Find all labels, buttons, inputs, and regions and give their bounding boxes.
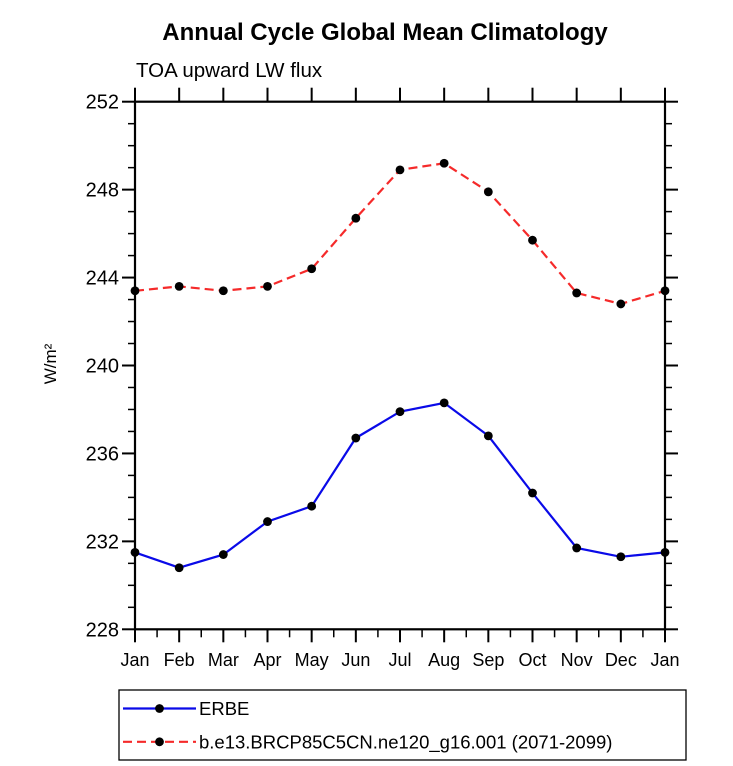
x-tick-label: Feb — [164, 650, 195, 670]
y-tick-label: 244 — [86, 268, 119, 290]
chart-legend: ERBE b.e13.BRCP85C5CN.ne120_g16.001 (2071… — [118, 689, 687, 761]
x-tick-label: Mar — [208, 650, 239, 670]
legend-marker — [155, 704, 164, 713]
x-tick-label: Nov — [561, 650, 593, 670]
x-tick-label: Sep — [472, 650, 504, 670]
data-point — [218, 286, 228, 296]
y-tick-label: 240 — [86, 356, 119, 378]
y-tick-label: 252 — [86, 92, 119, 114]
x-tick-label: Jun — [341, 650, 370, 670]
data-point — [483, 431, 493, 441]
x-tick-label: Apr — [253, 650, 281, 670]
y-tick-label: 228 — [86, 619, 119, 641]
chart-title: Annual Cycle Global Mean Climatology — [162, 19, 608, 46]
data-point — [130, 286, 140, 296]
data-point — [395, 407, 405, 417]
y-tick-label: 236 — [86, 443, 119, 465]
chart-subtitle: TOA upward LW flux — [136, 59, 323, 82]
data-series — [130, 158, 670, 573]
data-point — [263, 281, 272, 291]
x-tick-label: Dec — [605, 650, 637, 670]
data-point — [483, 187, 493, 197]
x-tick-label: Oct — [518, 650, 546, 670]
data-point — [174, 563, 184, 573]
data-point — [307, 501, 317, 511]
data-point — [439, 398, 449, 408]
y-tick-label: 248 — [86, 180, 119, 202]
legend-label: ERBE — [199, 698, 249, 719]
x-tick-label: Jan — [120, 650, 149, 670]
legend-box — [118, 689, 687, 761]
data-point — [351, 213, 361, 223]
series-line-model — [134, 162, 666, 306]
y-axis-label: W/m² — [41, 343, 60, 384]
x-tick-label: Jan — [650, 650, 679, 670]
data-point — [351, 433, 361, 443]
axes: 228 232 236 240 244 248 252 Jan Feb Mar Apr May Jun J… — [86, 87, 680, 670]
data-point — [263, 517, 272, 526]
data-point — [616, 552, 626, 562]
data-point — [616, 299, 626, 309]
data-point — [130, 547, 140, 557]
x-tick-label: May — [295, 650, 329, 670]
data-point — [572, 288, 582, 298]
series-line-erbe — [134, 401, 666, 569]
data-point — [572, 543, 582, 553]
data-point — [528, 488, 537, 498]
x-tick-label: Jul — [388, 650, 411, 670]
data-point — [660, 547, 670, 557]
data-point — [174, 281, 184, 291]
legend-marker — [155, 737, 164, 747]
x-tick-label: Aug — [428, 650, 460, 670]
data-point — [528, 235, 537, 245]
legend-label: b.e13.BRCP85C5CN.ne120_g16.001 (2071-209… — [199, 731, 612, 753]
data-point — [439, 158, 449, 168]
data-point — [307, 264, 317, 274]
data-point — [395, 165, 405, 175]
data-point — [660, 286, 670, 296]
data-point — [218, 550, 228, 559]
y-tick-label: 232 — [86, 531, 119, 553]
